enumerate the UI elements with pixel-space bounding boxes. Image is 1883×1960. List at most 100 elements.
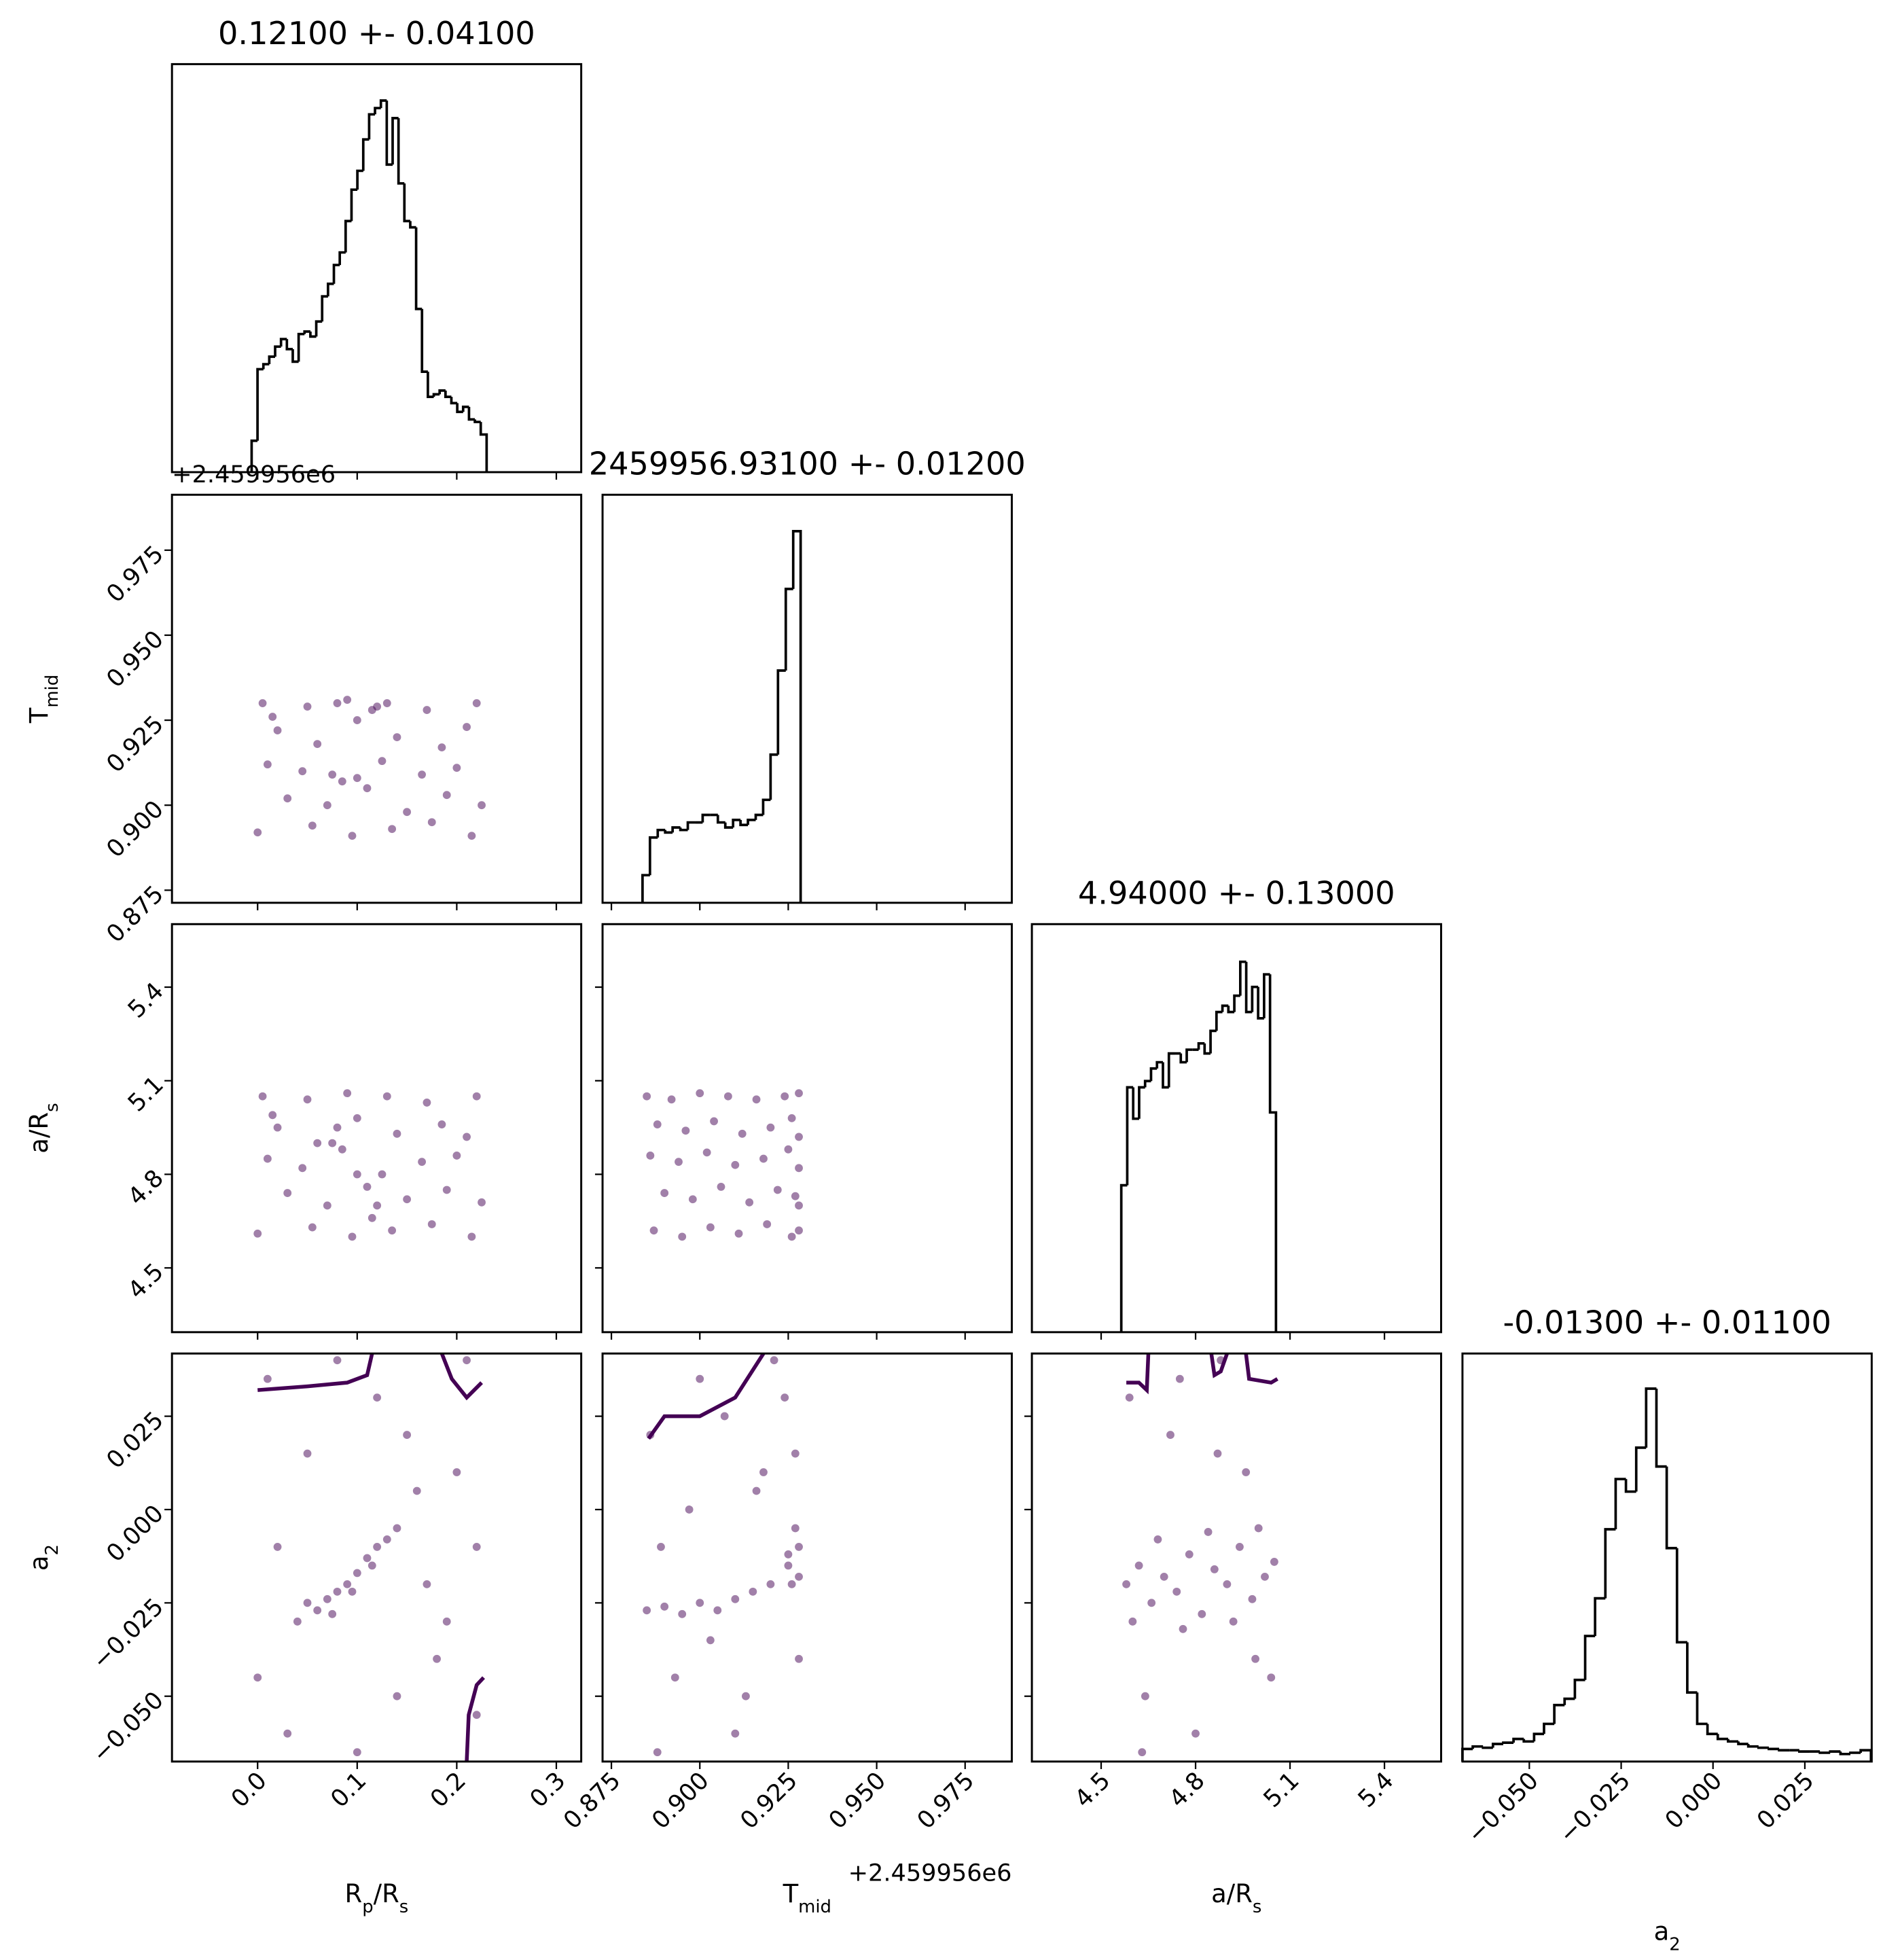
- point: [363, 1182, 372, 1191]
- point: [649, 1226, 658, 1235]
- point: [749, 1587, 757, 1596]
- x-tick-label: 0.000: [1660, 1766, 1727, 1834]
- x-tick-label: 0.925: [735, 1766, 803, 1834]
- hist-step: [1471, 1745, 1484, 1749]
- panel-title: 2459956.93100 +- 0.01200: [589, 446, 1026, 482]
- point: [263, 1374, 272, 1383]
- hist-step: [1179, 1053, 1187, 1064]
- point: [373, 1201, 382, 1210]
- label-text: T: [783, 1879, 799, 1908]
- hist-step: [1818, 1751, 1831, 1754]
- hist-step: [321, 295, 328, 322]
- contour: [465, 1676, 486, 1762]
- point: [791, 1192, 800, 1200]
- axis-label: a/Rs: [24, 1103, 62, 1153]
- panel: [594, 923, 1013, 1340]
- point: [1267, 1673, 1276, 1682]
- point: [437, 1120, 446, 1128]
- hist-step: [1839, 1751, 1851, 1756]
- point: [323, 801, 331, 810]
- point: [463, 723, 471, 732]
- hist-step: [1727, 1739, 1739, 1743]
- point: [706, 1223, 715, 1232]
- point: [781, 1092, 789, 1101]
- point: [452, 1468, 461, 1476]
- hist-step: [716, 815, 725, 824]
- point: [752, 1486, 761, 1495]
- label-text: R: [345, 1879, 363, 1908]
- hist-step: [479, 422, 488, 472]
- point: [734, 1229, 743, 1238]
- label-subscript: s: [1253, 1897, 1261, 1917]
- hist-step: [1233, 994, 1240, 1012]
- point: [403, 808, 412, 817]
- hist-step: [641, 874, 650, 903]
- point: [343, 1580, 352, 1588]
- point: [378, 1170, 387, 1179]
- point: [328, 770, 337, 779]
- point: [353, 1170, 361, 1179]
- contour: [1126, 1353, 1151, 1395]
- hist-step: [397, 118, 405, 185]
- panel-title: -0.01300 +- 0.01100: [1503, 1304, 1831, 1341]
- point: [678, 1232, 687, 1241]
- hist-step: [1143, 1080, 1151, 1088]
- point: [298, 1164, 307, 1173]
- hist-step: [1797, 1750, 1810, 1753]
- point: [467, 1232, 476, 1241]
- point: [675, 1158, 683, 1166]
- hist-step: [1461, 1747, 1473, 1762]
- point: [646, 1152, 655, 1160]
- hist-step: [250, 439, 258, 472]
- point: [731, 1160, 740, 1169]
- hist-step: [1614, 1478, 1626, 1529]
- point: [685, 1505, 694, 1514]
- point: [1223, 1580, 1232, 1588]
- point: [1125, 1393, 1134, 1402]
- y-tick-label: −0.050: [87, 1686, 169, 1768]
- hist-step: [291, 349, 299, 363]
- point: [784, 1561, 793, 1570]
- point: [348, 1587, 357, 1596]
- hist-step: [1138, 1086, 1145, 1119]
- point: [773, 1186, 782, 1194]
- point: [273, 726, 282, 735]
- hist-step: [327, 282, 334, 297]
- point: [323, 1201, 331, 1210]
- hist-step: [1244, 961, 1253, 1014]
- point: [1261, 1572, 1269, 1581]
- x-tick-label: 0.0: [226, 1766, 272, 1813]
- x-tick-label: 0.1: [325, 1766, 372, 1813]
- y-tick-label: 0.925: [101, 710, 169, 778]
- point: [681, 1126, 690, 1135]
- point: [1172, 1587, 1181, 1596]
- hist-step: [274, 345, 281, 357]
- hist-step: [1624, 1479, 1636, 1493]
- point: [338, 1145, 346, 1154]
- axes-frame: [1030, 923, 1442, 1334]
- point: [696, 1599, 704, 1607]
- point: [795, 1543, 803, 1551]
- point: [452, 1152, 461, 1160]
- point: [678, 1609, 687, 1618]
- y-tick-label: 0.000: [101, 1499, 169, 1567]
- point: [795, 1572, 803, 1581]
- point: [1147, 1599, 1156, 1607]
- point: [787, 1580, 796, 1588]
- points: [643, 1353, 803, 1757]
- hist-step: [769, 753, 778, 800]
- y-tick-label: 5.1: [122, 1071, 168, 1117]
- point: [795, 1654, 803, 1663]
- hist-step: [385, 100, 393, 166]
- point: [442, 1617, 451, 1626]
- hist-step: [1737, 1741, 1748, 1745]
- point: [795, 1201, 803, 1210]
- axis-label: Rp/Rs: [345, 1879, 409, 1917]
- point: [1213, 1449, 1222, 1458]
- offset-text: +2.459956e6: [848, 1859, 1012, 1887]
- point: [253, 828, 262, 837]
- point: [787, 1113, 796, 1122]
- point: [433, 1654, 441, 1663]
- hist-step: [1686, 1642, 1698, 1694]
